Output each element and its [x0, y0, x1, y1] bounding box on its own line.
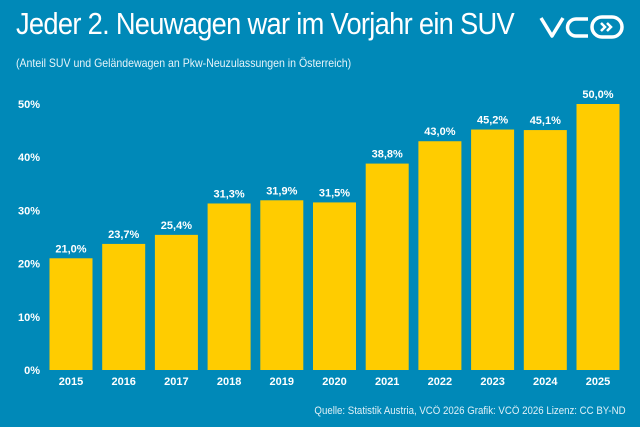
x-tick-label: 2023 — [480, 376, 504, 388]
data-label: 21,0% — [55, 243, 86, 255]
y-tick-label: 20% — [18, 259, 40, 271]
bar — [154, 234, 198, 370]
bar — [418, 141, 462, 370]
data-label: 45,2% — [477, 115, 508, 127]
bar — [207, 203, 251, 370]
x-tick-label: 2025 — [586, 376, 610, 388]
vco-logo — [539, 15, 624, 39]
x-tick-label: 2022 — [428, 376, 452, 388]
bar — [576, 104, 620, 370]
y-tick-label: 30% — [18, 205, 40, 217]
x-tick-label: 2024 — [533, 376, 558, 388]
y-tick-label: 50% — [18, 99, 40, 111]
x-tick-label: 2017 — [164, 376, 188, 388]
chart-subtitle: (Anteil SUV und Geländewagen an Pkw-Neuz… — [16, 56, 352, 70]
data-label: 31,3% — [213, 188, 244, 200]
bar — [523, 130, 567, 370]
data-label: 31,5% — [319, 187, 350, 199]
y-tick-label: 10% — [18, 312, 40, 324]
bar — [365, 163, 409, 370]
data-label: 38,8% — [372, 149, 403, 161]
x-tick-label: 2018 — [217, 376, 241, 388]
x-tick-label: 2016 — [111, 376, 135, 388]
bar — [102, 243, 146, 370]
x-tick-label: 2015 — [59, 376, 83, 388]
data-label: 23,7% — [108, 229, 139, 241]
data-label: 45,1% — [530, 115, 561, 127]
data-label: 25,4% — [161, 220, 192, 232]
data-label: 50,0% — [582, 89, 613, 101]
source-note: Quelle: Statistik Austria, VCÖ 2026 Graf… — [314, 405, 626, 417]
data-label: 43,0% — [424, 126, 455, 138]
x-tick-label: 2021 — [375, 376, 399, 388]
bar — [260, 200, 304, 370]
bar — [313, 202, 356, 370]
bar — [471, 129, 515, 370]
bar — [49, 258, 93, 370]
x-tick-label: 2020 — [322, 376, 346, 388]
x-tick-label: 2019 — [270, 376, 294, 388]
chart-title: Jeder 2. Neuwagen war im Vorjahr ein SUV — [16, 6, 515, 41]
y-tick-label: 0% — [24, 365, 40, 377]
data-label: 31,9% — [266, 185, 297, 197]
y-tick-label: 40% — [18, 152, 40, 164]
